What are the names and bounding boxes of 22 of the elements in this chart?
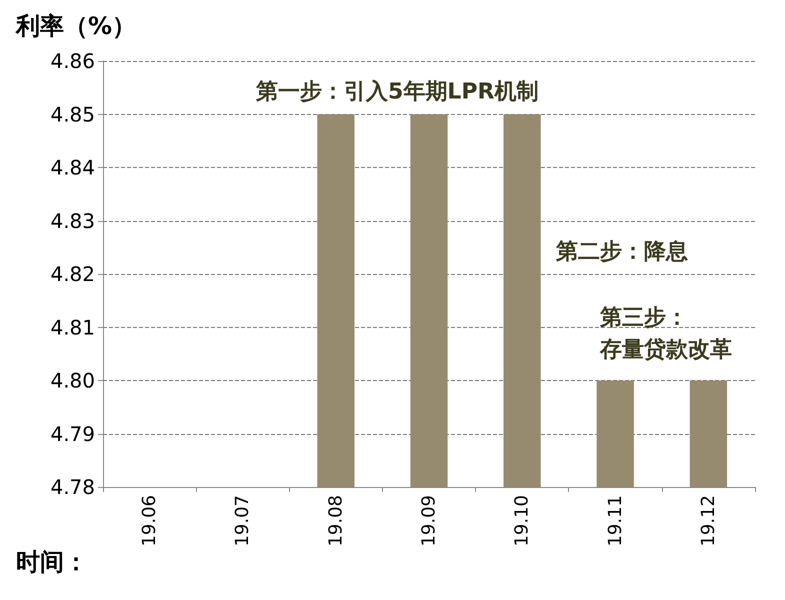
y-tick-label: 4.82	[50, 262, 95, 286]
y-tick-label: 4.85	[50, 102, 95, 126]
annotation: 存量贷款改革	[599, 338, 732, 362]
y-tick-label: 4.86	[50, 49, 95, 73]
x-tick-label: 19.07	[232, 495, 254, 547]
annotation: 第一步：引入5年期LPR机制	[255, 80, 538, 104]
y-axis-title: 利率（%）	[15, 12, 136, 40]
x-tick-label: 19.06	[139, 495, 160, 547]
x-tick-label: 19.12	[698, 495, 719, 547]
x-tick-label: 19.08	[325, 495, 346, 547]
y-tick-label: 4.84	[50, 156, 95, 180]
y-tick-label: 4.80	[50, 368, 95, 392]
y-tick-label: 4.78	[50, 475, 95, 499]
x-tick-label: 19.11	[604, 495, 626, 547]
x-axis-title: 时间：	[16, 548, 88, 576]
x-tick-label: 19.09	[418, 495, 440, 547]
y-tick-label: 4.83	[50, 208, 95, 233]
y-tick-label: 4.81	[50, 315, 95, 340]
annotation: 第二步：降息	[555, 240, 688, 264]
x-tick-label: 19.10	[512, 495, 533, 547]
annotation: 第三步：	[599, 306, 688, 330]
y-tick-label: 4.79	[50, 422, 95, 446]
